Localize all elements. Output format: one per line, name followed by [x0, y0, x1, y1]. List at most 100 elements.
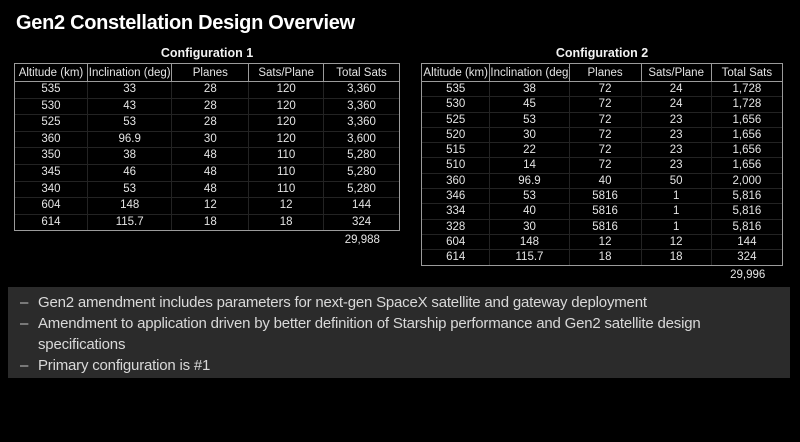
table-cell: 5,816 — [711, 220, 782, 235]
table-cell: 5,280 — [324, 148, 399, 165]
table-cell: 30 — [172, 131, 250, 149]
table-cell: 324 — [351, 215, 372, 228]
table-row: 614 115.7 18 18 324 — [15, 214, 399, 231]
column-header: Inclination (deg) — [87, 64, 173, 82]
table-cell: 5816 — [569, 189, 642, 205]
table-cell: 1,728 — [711, 97, 782, 113]
table-cell: 28 — [172, 98, 250, 116]
configuration-2-total: 29,996 — [730, 268, 766, 281]
column-header: Altitude (km) — [422, 64, 491, 82]
table-cell: 530 — [422, 97, 491, 113]
table-cell: 33 — [87, 82, 173, 99]
table-cell: 1 — [641, 219, 712, 235]
table-row: 520 30 72 23 1,656 — [422, 127, 782, 144]
table-cell: 520 — [422, 127, 491, 144]
table-cell: 2,000 — [711, 174, 782, 190]
table-cell: 53 — [490, 189, 570, 205]
column-header: Altitude (km) — [15, 64, 88, 82]
table-cell: 12 — [641, 234, 712, 251]
table-cell: 28 — [172, 82, 250, 99]
column-header: Inclination (deg) — [490, 64, 570, 82]
table-cell: 23 — [641, 158, 712, 174]
table-cell: 120 — [249, 115, 325, 132]
table-cell: 24 — [641, 97, 712, 113]
table-row: 530 45 72 24 1,728 — [422, 97, 782, 113]
table-cell: 53 — [490, 112, 570, 128]
table-cell: 5,280 — [324, 165, 399, 182]
table-cell: 23 — [641, 127, 712, 144]
table-row: 604 148 12 12 144 — [15, 198, 399, 215]
table-cell: 1,656 — [711, 113, 782, 128]
table-cell: 525 — [422, 112, 491, 128]
table-cell: 22 — [490, 143, 570, 159]
table-cell: 144 — [711, 235, 782, 251]
table-cell: 12 — [172, 198, 250, 215]
table-cell: 1 — [641, 204, 712, 220]
table-row: 360 96.9 30 120 3,600 — [15, 131, 399, 149]
notes-panel: – Gen2 amendment includes parameters for … — [8, 287, 790, 378]
table-cell: 96.9 — [490, 173, 570, 190]
configuration-1-total: 29,988 — [344, 234, 380, 247]
bullet-text: Gen2 amendment includes parameters for n… — [38, 294, 647, 311]
table-row: 604 148 12 12 144 — [422, 234, 782, 251]
table-cell: 18 — [642, 250, 712, 265]
table-row: 525 53 28 120 3,360 — [15, 115, 399, 132]
table-cell: 1,656 — [711, 158, 782, 174]
table-cell: 144 — [324, 198, 399, 215]
table-row: 360 96.9 40 50 2,000 — [422, 173, 782, 190]
table-cell: 1,728 — [711, 82, 782, 98]
bullet-dash: – — [20, 315, 29, 332]
table-cell: 40 — [490, 204, 570, 220]
table-row: 345 46 48 110 5,280 — [15, 164, 399, 182]
table-row: 328 30 5816 1 5,816 — [422, 219, 782, 235]
table-cell: 12 — [569, 234, 642, 251]
table-row: 340 53 48 110 5,280 — [15, 181, 399, 199]
table-cell: 45 — [490, 97, 570, 113]
table-cell: 28 — [172, 115, 250, 132]
table-cell: 53 — [87, 115, 173, 132]
bullet-dash: – — [20, 357, 29, 374]
table-cell: 3,360 — [324, 99, 399, 116]
table-cell: 23 — [641, 112, 712, 128]
column-header: Planes — [172, 64, 250, 82]
table-cell: 72 — [569, 127, 642, 144]
bullet-item: – Gen2 amendment includes parameters for … — [20, 292, 790, 313]
table-cell: 18 — [249, 214, 325, 231]
table-cell: 120 — [249, 131, 325, 149]
configuration-1-title: Configuration 1 — [160, 46, 254, 60]
table-cell: 14 — [490, 158, 570, 174]
bullet-text: Primary configuration is #1 — [38, 357, 211, 374]
configuration-2-section: Configuration 2 Altitude (km) Inclination… — [421, 45, 783, 282]
table-cell: 18 — [570, 250, 642, 265]
table-cell: 120 — [249, 98, 325, 116]
table-cell: 48 — [172, 164, 250, 182]
table-cell: 48 — [172, 148, 250, 165]
table-cell: 23 — [641, 143, 712, 159]
bullet-text: Amendment to application driven by bette… — [38, 315, 701, 353]
table-cell: 46 — [87, 164, 173, 182]
table-cell: 5816 — [569, 204, 642, 220]
configuration-2-title: Configuration 2 — [555, 46, 649, 60]
table-cell: 530 — [15, 98, 88, 116]
table-cell: 535 — [15, 82, 88, 99]
table-row: 614 115.7 18 18 324 — [422, 250, 782, 265]
table-cell: 110 — [249, 164, 325, 182]
table-cell: 72 — [569, 143, 642, 159]
table-cell: 515 — [422, 143, 491, 159]
table-cell: 5,816 — [711, 189, 782, 205]
configuration-1-section: Configuration 1 Altitude (km) Inclination… — [14, 45, 400, 247]
table-cell: 40 — [569, 173, 642, 190]
table-cell: 1,656 — [711, 143, 782, 159]
header-row: Altitude (km) Inclination (deg) Planes Sats… — [15, 64, 399, 82]
table-row: 515 22 72 23 1,656 — [422, 143, 782, 159]
table-row: 350 38 48 110 5,280 — [15, 148, 399, 165]
table-row: 525 53 72 23 1,656 — [422, 112, 782, 128]
table-row: 346 53 5816 1 5,816 — [422, 189, 782, 205]
table-cell: 1,656 — [711, 128, 782, 144]
table-cell: 535 — [422, 82, 491, 98]
header-row: Altitude (km) Inclination (deg) Planes Sats… — [422, 64, 782, 82]
table-cell: 3,360 — [324, 115, 399, 132]
column-header: Sats/Plane — [249, 64, 325, 82]
column-header: Sats/Plane — [641, 64, 712, 82]
table-cell: 3,600 — [324, 132, 399, 149]
